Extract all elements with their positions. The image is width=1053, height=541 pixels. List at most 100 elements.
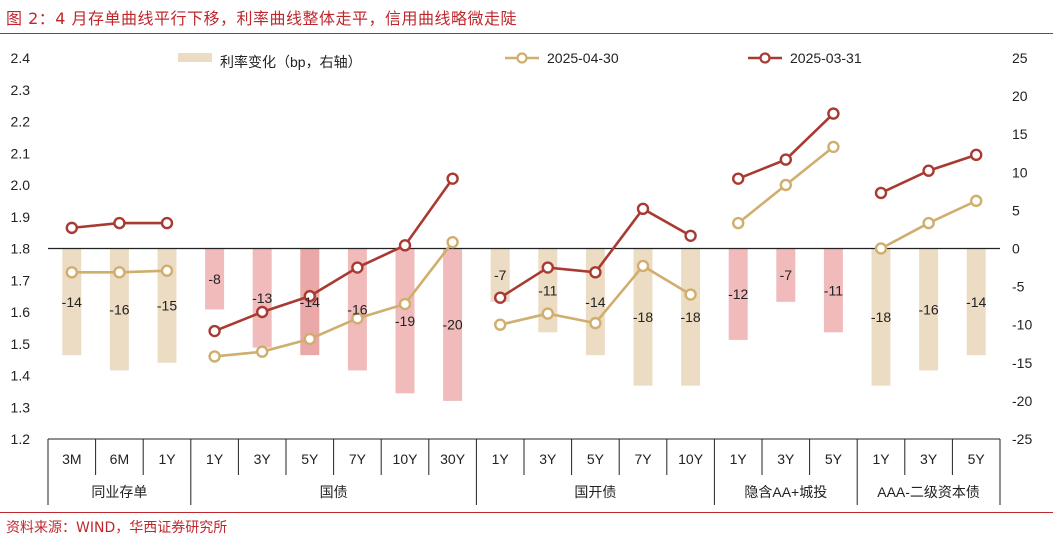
legend-marker-1 [759, 52, 771, 64]
series-marker-1 [256, 305, 269, 319]
bar-data-label: -18 [871, 309, 891, 325]
bar [776, 248, 796, 302]
bar-data-label: -14 [62, 294, 82, 310]
bar [633, 248, 653, 386]
right-tick-label: -25 [1012, 431, 1032, 447]
category-label: 3Y [539, 451, 557, 467]
series-marker-0 [874, 242, 888, 255]
series-marker-0 [208, 350, 221, 363]
series-marker-1 [922, 164, 935, 177]
group-label: AAA-二级资本债 [877, 484, 980, 500]
series-marker-1 [303, 289, 316, 303]
category-label: 10Y [678, 451, 704, 467]
category-label: 1Y [158, 451, 176, 467]
left-tick-label: 1.2 [11, 431, 31, 447]
series-marker-0 [494, 318, 507, 331]
series-marker-1 [732, 172, 745, 185]
series-marker-0 [398, 297, 412, 311]
legend-label-1: 2025-03-31 [790, 50, 862, 66]
bar [490, 248, 510, 302]
series-marker-0 [827, 140, 840, 154]
bar [347, 248, 367, 371]
bar-data-label: -11 [538, 282, 557, 298]
series-marker-0 [541, 307, 554, 320]
series-marker-0 [636, 259, 650, 273]
bar-data-label: -16 [347, 301, 367, 317]
bar-data-label: -20 [442, 317, 462, 333]
series-marker-1 [160, 216, 174, 230]
category-label: 10Y [393, 451, 419, 467]
bar-data-label: -18 [680, 309, 700, 325]
bar [728, 248, 748, 340]
bar [823, 248, 843, 333]
chart-title: 图 2：4 月存单曲线平行下移，利率曲线整体走平，信用曲线略微走陡 [6, 9, 518, 28]
bar [157, 248, 177, 363]
bar-data-label: -16 [918, 301, 938, 317]
legend-marker-0 [516, 52, 528, 64]
bar [871, 248, 891, 386]
bar [205, 248, 225, 310]
left-tick-label: 1.5 [11, 336, 31, 352]
bar-data-label: -19 [395, 313, 415, 329]
series-marker-1 [113, 216, 126, 230]
series-marker-1 [827, 107, 840, 120]
series-marker-1 [351, 261, 364, 274]
right-tick-label: 0 [1012, 241, 1020, 257]
bar-data-label: -8 [208, 271, 221, 287]
series-marker-0 [684, 288, 697, 301]
bar-data-label: -14 [300, 294, 320, 310]
right-tick-label: -20 [1012, 393, 1032, 409]
series-marker-1 [684, 229, 697, 243]
bar [966, 248, 986, 356]
right-tick-label: -10 [1012, 317, 1032, 333]
series-marker-1 [65, 221, 79, 235]
source-note: 资料来源：WIND，华西证券研究所 [6, 520, 228, 536]
series-marker-0 [65, 266, 79, 279]
left-tick-label: 1.3 [11, 399, 31, 415]
left-tick-label: 2.2 [11, 114, 31, 130]
bar-data-label: -7 [780, 267, 793, 283]
series-line-1 [214, 177, 454, 333]
left-tick-label: 1.6 [11, 304, 31, 320]
series-marker-0 [256, 345, 269, 358]
group-label: 国债 [320, 484, 348, 500]
series-marker-0 [779, 178, 792, 192]
left-tick-label: 1.7 [11, 272, 31, 288]
bar-data-label: -11 [824, 282, 843, 298]
bar [395, 248, 415, 394]
group-label: 隐含AA+城投 [744, 484, 827, 500]
series-marker-0 [113, 266, 126, 279]
footer-rule [0, 512, 1053, 513]
series-marker-0 [970, 194, 983, 208]
right-tick-label: 15 [1012, 126, 1028, 142]
category-label: 3Y [777, 451, 795, 467]
left-tick-label: 2.3 [11, 82, 31, 98]
left-tick-label: 2.0 [11, 177, 31, 193]
bar [681, 248, 701, 386]
category-label: 3Y [254, 451, 272, 467]
series-marker-0 [303, 332, 316, 346]
series-marker-0 [160, 264, 174, 277]
series-line-1 [737, 112, 835, 180]
right-tick-label: -5 [1012, 279, 1025, 295]
category-label: 30Y [440, 451, 466, 467]
category-label: 5Y [825, 451, 843, 467]
series-marker-1 [541, 261, 554, 274]
series-marker-1 [208, 324, 221, 338]
bar-data-label: -18 [633, 309, 653, 325]
series-marker-0 [351, 312, 364, 325]
category-label: 1Y [206, 451, 224, 467]
bar [443, 248, 463, 401]
left-tick-label: 1.9 [11, 209, 31, 225]
series-marker-1 [636, 202, 650, 216]
bar-data-label: -13 [252, 290, 272, 306]
bar-data-label: -14 [585, 294, 605, 310]
right-tick-label: -15 [1012, 355, 1032, 371]
right-tick-label: 10 [1012, 164, 1028, 180]
category-label: 3Y [920, 451, 938, 467]
bar [252, 248, 272, 348]
category-label: 1Y [730, 451, 748, 467]
group-label: 同业存单 [91, 484, 147, 500]
category-label: 3M [62, 451, 81, 467]
